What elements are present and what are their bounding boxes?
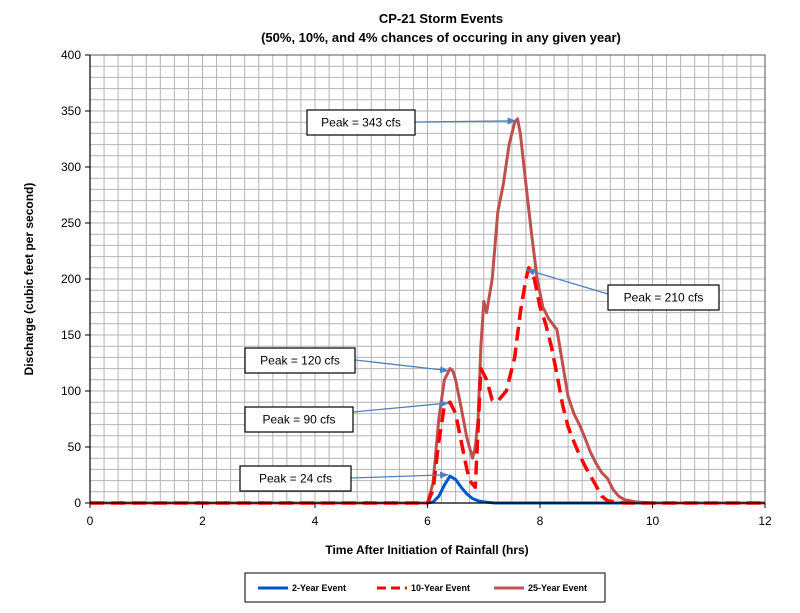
x-tick-label: 0 bbox=[87, 514, 94, 528]
annotation-box bbox=[244, 406, 354, 433]
annotation-arrow bbox=[525, 268, 609, 295]
annotation-arrow bbox=[354, 359, 449, 374]
legend-label: 2-Year Event bbox=[292, 583, 346, 593]
annotation-box bbox=[239, 465, 352, 492]
x-tick-label: 10 bbox=[646, 514, 660, 528]
y-tick-label: 0 bbox=[74, 496, 81, 510]
annotation-text: Peak = 90 cfs bbox=[262, 413, 335, 427]
y-tick-label: 100 bbox=[61, 384, 81, 398]
annotation-text: Peak = 210 cfs bbox=[624, 291, 704, 305]
series-line-25-year-event bbox=[90, 117, 765, 505]
y-tick-label: 350 bbox=[61, 104, 81, 118]
y-axis-label: Discharge (cubic feet per second) bbox=[22, 183, 36, 376]
annotation-text: Peak = 120 cfs bbox=[260, 354, 340, 368]
legend: 2-Year Event 10-Year Event 25-Year Event bbox=[244, 572, 606, 603]
x-tick-label: 12 bbox=[758, 514, 772, 528]
series-layer bbox=[90, 117, 765, 505]
x-tick-label: 8 bbox=[537, 514, 544, 528]
annotation-box bbox=[244, 347, 356, 374]
series-line-10-year-event bbox=[90, 266, 765, 505]
annotation-text: Peak = 343 cfs bbox=[321, 116, 401, 130]
annotation-text: Peak = 24 cfs bbox=[259, 472, 332, 486]
axis-layer: 0 50 100 150 200 250 300 350 400 0 2 4 6 8 10 12 bbox=[61, 48, 772, 528]
y-tick-label: 400 bbox=[61, 48, 81, 62]
y-tick-label: 200 bbox=[61, 272, 81, 286]
y-tick-label: 250 bbox=[61, 216, 81, 230]
annotation-box bbox=[607, 284, 720, 311]
x-tick-label: 6 bbox=[424, 514, 431, 528]
y-tick-label: 300 bbox=[61, 160, 81, 174]
chart-subtitle: (50%, 10%, and 4% chances of occuring in… bbox=[261, 30, 621, 45]
legend-box bbox=[244, 572, 606, 603]
annotations: Peak = 343 cfs Peak = 210 cfs Peak = 120 c… bbox=[239, 109, 720, 492]
annotation-arrow bbox=[350, 471, 449, 479]
x-tick-label: 2 bbox=[199, 514, 206, 528]
chart-title: CP-21 Storm Events bbox=[379, 11, 503, 26]
x-tick-label: 4 bbox=[312, 514, 319, 528]
series-line-2-year-event bbox=[90, 474, 765, 505]
legend-label: 10-Year Event bbox=[411, 583, 470, 593]
annotation-box bbox=[306, 109, 416, 136]
annotation-arrow bbox=[414, 117, 517, 125]
legend-label: 25-Year Event bbox=[528, 583, 587, 593]
y-tick-label: 150 bbox=[61, 328, 81, 342]
annotation-arrow bbox=[352, 400, 449, 413]
y-tick-label: 50 bbox=[68, 440, 82, 454]
x-axis-label: Time After Initiation of Rainfall (hrs) bbox=[325, 543, 528, 557]
